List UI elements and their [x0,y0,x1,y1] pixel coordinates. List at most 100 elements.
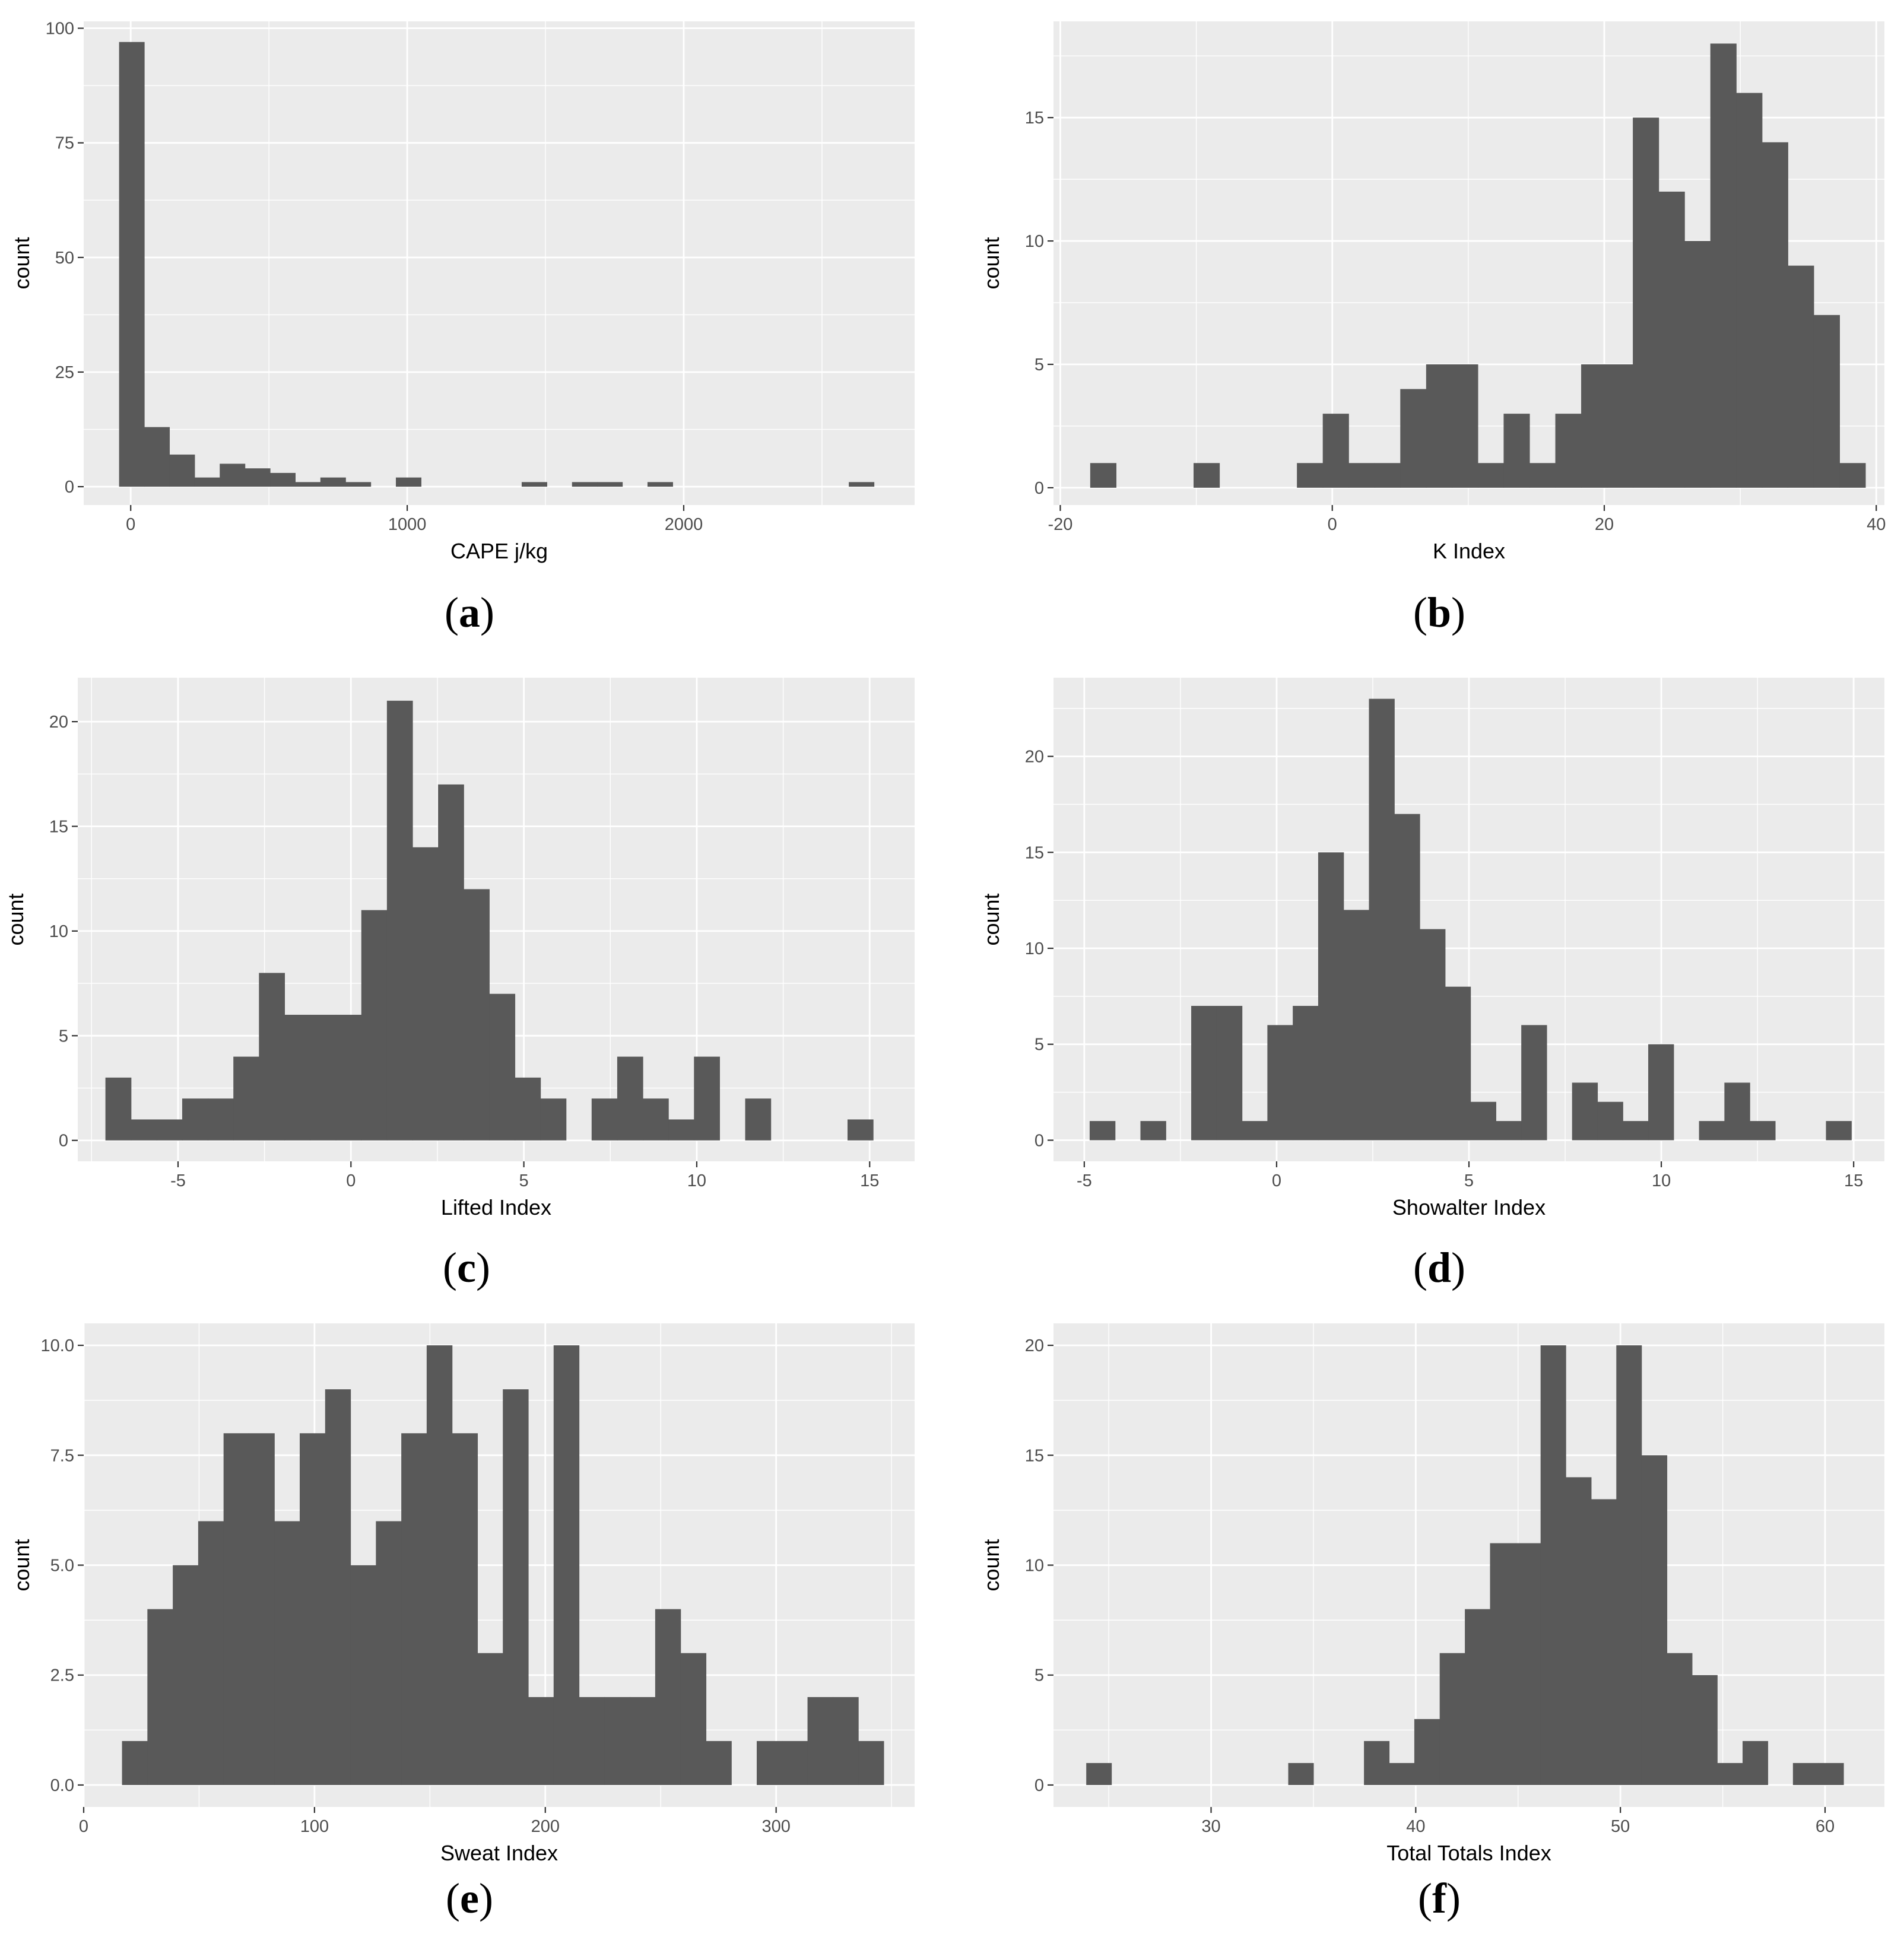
y-tick-label: 15 [1025,1446,1044,1465]
histogram-bar [591,1098,618,1141]
y-tick-label: 10 [1025,939,1044,958]
y-axis-title: count [979,237,1004,289]
histogram-bar [1089,1121,1116,1141]
histogram-bar [412,847,439,1141]
histogram-bar [1426,364,1452,488]
y-axis-title: count [979,893,1004,945]
histogram-bar [694,1056,720,1141]
histogram-bar [1684,241,1711,488]
histogram-bar [1394,814,1420,1141]
histogram-bar [1400,389,1427,488]
histogram-bar [668,1119,694,1141]
histogram-bar [1090,463,1117,488]
panel-c: -5 0 5 10 15 0 5 10 15 20 Lifted Index count (c) [4,678,915,1291]
histogram-bar [274,1521,300,1785]
x-tick-label: 2000 [665,515,703,534]
y-tick-label: 10 [1025,232,1044,251]
x-tick-label: -20 [1048,515,1072,534]
histogram-bar [245,468,271,487]
histogram-bar [1086,1762,1112,1785]
panel-caption: (c) [443,1244,490,1291]
histogram-bar [1297,463,1324,488]
y-tick-label: 5.0 [50,1557,74,1576]
panel-caption-letter: b [1427,589,1451,636]
histogram-bar [223,1433,250,1785]
y-axis-title: count [9,1539,34,1591]
x-axis-title: CAPE j/kg [450,539,548,563]
histogram-bar [1374,463,1401,488]
histogram-bar [1439,1653,1465,1785]
histogram-bar [528,1697,554,1785]
panel-caption: (a) [445,589,494,636]
histogram-bar [849,482,875,487]
histogram-bar [655,1609,681,1785]
histogram-bar [617,1056,643,1141]
histogram-bar [233,1056,259,1141]
histogram-bar [194,477,220,487]
panel-caption-letter: c [457,1244,476,1291]
x-tick-label: 60 [1816,1817,1835,1836]
histogram-bar [757,1741,783,1785]
x-axis-title: Total Totals Index [1386,1841,1551,1865]
histogram-bar [597,482,623,487]
histogram-bar [295,482,321,487]
histogram-bar [1813,315,1840,488]
histogram-bar [249,1433,275,1785]
panel-caption-letter: d [1427,1244,1451,1291]
histogram-bar [1420,929,1446,1141]
histogram-bar [540,1098,567,1141]
histogram-bar [1724,1082,1750,1141]
x-tick-label: 5 [519,1171,529,1190]
x-tick-label: 20 [1595,515,1614,534]
histogram-bar [1389,1762,1415,1785]
histogram-bar [643,1098,669,1141]
histogram-bar [1736,93,1763,488]
histogram-bar [1318,852,1344,1141]
histogram-bar [173,1565,199,1785]
histogram-bar [208,1098,234,1141]
panel-caption-letter: f [1432,1875,1447,1922]
y-tick-label: 15 [1025,109,1044,128]
histogram-bar [350,1565,376,1785]
panel-caption: (d) [1413,1244,1465,1291]
x-axis-title: Showalter Index [1392,1195,1546,1219]
panel-f: 30 40 50 60 0 5 10 15 20 Total Totals Index count (… [979,1323,1884,1922]
histogram-bar [1477,463,1505,488]
histogram-bar [325,1389,351,1785]
histogram-bar [706,1741,732,1785]
histogram-bar [1762,142,1788,488]
histogram-bar [335,1015,362,1141]
x-tick-label: 300 [761,1817,790,1836]
x-tick-label: 0 [346,1171,356,1190]
histogram-bar [1470,1101,1496,1141]
y-tick-label: 50 [55,249,74,268]
histogram-bar [1465,1609,1491,1785]
histogram-bar [1623,1121,1649,1141]
x-tick-label: -5 [1077,1171,1092,1190]
y-tick-label: 20 [1025,748,1044,767]
histogram-bar [105,1077,132,1141]
histogram-bar [515,1077,541,1141]
x-tick-label: -5 [170,1171,186,1190]
histogram-bar [1667,1653,1693,1785]
histogram-bar [1452,364,1478,488]
histogram-bar [1591,1499,1617,1785]
histogram-bar [1633,117,1659,488]
histogram-bar [1293,1006,1319,1141]
histogram-bar [1750,1121,1776,1141]
histogram-bar [131,1119,157,1141]
panel-caption-letter: a [459,589,480,636]
histogram-bar [1242,1121,1268,1141]
histogram-bar [122,1741,148,1785]
histogram-bar [426,1345,453,1785]
x-tick-label: 0 [126,515,135,534]
panel-caption: (f) [1418,1875,1461,1922]
histogram-bar [1191,1006,1217,1141]
histogram-bar [604,1697,630,1785]
y-tick-label: 20 [1025,1336,1044,1355]
y-tick-label: 25 [55,363,74,382]
y-tick-label: 5 [1034,1666,1044,1685]
y-tick-label: 0 [1034,1776,1044,1795]
y-tick-label: 0 [65,478,74,497]
histogram-bar [438,784,464,1141]
